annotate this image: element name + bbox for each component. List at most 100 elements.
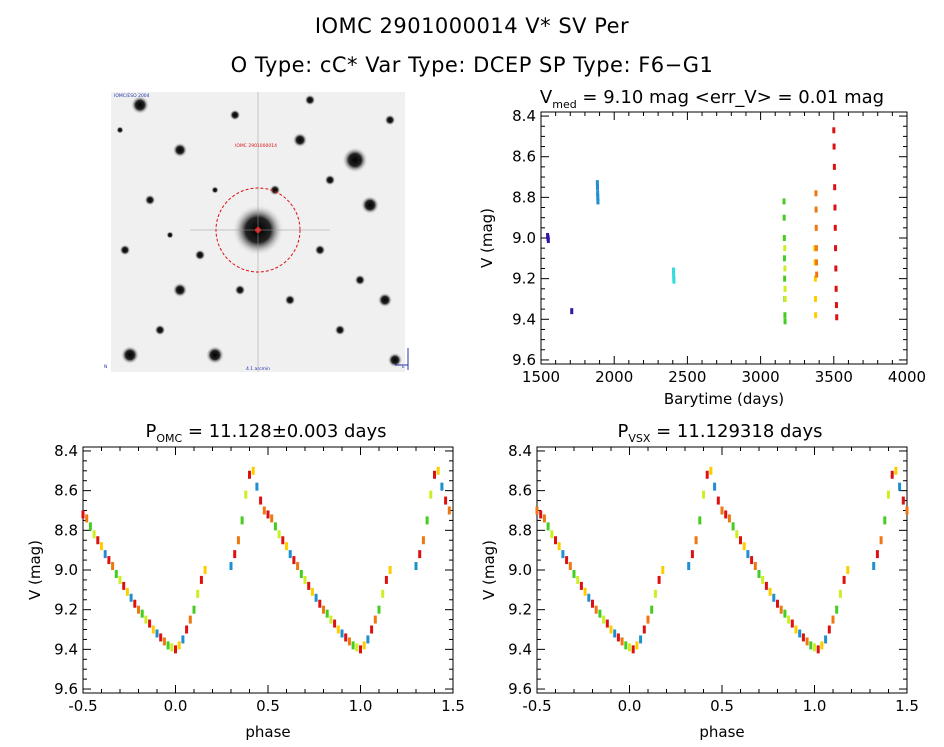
phase-point: [783, 609, 787, 618]
phase-vsx-title: PVSX = 11.129318 days: [618, 421, 823, 445]
lightcurve-point: [782, 214, 786, 221]
phase-point: [418, 550, 422, 559]
phase-vsx-axes: -0.5 0.0 0.5 1.0 1.5 8.4 8.6 8.8 9.0 9.2 9.4 9.6: [508, 442, 919, 715]
phase-omc-title-main: P: [145, 421, 156, 442]
phase-point: [550, 530, 554, 539]
lightcurve-point: [671, 267, 675, 274]
phase-point: [233, 550, 237, 559]
y-tick-label: 8.4: [54, 442, 78, 460]
y-tick-label: 9.6: [512, 351, 536, 369]
phase-point: [768, 587, 772, 596]
phase-point: [347, 637, 351, 646]
phase-point: [181, 635, 185, 644]
phase-vsx-xlabel: phase: [699, 723, 744, 741]
phase-point: [587, 593, 591, 602]
lightcurve-point: [595, 180, 599, 187]
lightcurve-point: [815, 271, 819, 278]
phase-point: [816, 645, 820, 654]
phase-omc-panel: POMC = 11.128±0.003 days -0.5 0.0 0.5 1.0 1.…: [26, 421, 465, 741]
phase-point: [359, 645, 362, 654]
phase-point: [111, 562, 115, 571]
phase-point: [572, 569, 576, 578]
phase-point: [602, 615, 606, 624]
phase-point: [594, 605, 598, 614]
star: [342, 147, 368, 173]
chart-subtitle: O Type: cC* Var Type: DCEP SP Type: F6−G…: [230, 53, 714, 77]
phase-point: [322, 605, 325, 614]
phase-point: [565, 556, 569, 565]
lightcurve-point: [783, 285, 787, 292]
phase-vsx-title-sub: VSX: [628, 432, 651, 445]
phase-vsx-ylabel: V (mag): [480, 540, 498, 600]
phase-point: [835, 605, 839, 614]
phase-point: [166, 641, 170, 650]
lightcurve-point: [814, 206, 818, 213]
phase-point: [107, 556, 111, 565]
phase-point: [425, 516, 429, 525]
phase-point: [761, 575, 765, 584]
x-tick-label: 0.0: [618, 697, 642, 715]
phase-point: [727, 514, 731, 523]
lightcurve-point: [783, 318, 787, 325]
phase-point: [579, 581, 583, 590]
phase-point: [705, 470, 709, 479]
phase-point: [827, 625, 831, 634]
phase-omc-title-rest: = 11.128±0.003 days: [182, 421, 386, 442]
phase-point: [251, 466, 255, 475]
phase-point: [185, 625, 189, 634]
lightcurve-xlabel: Barytime (days): [664, 390, 784, 408]
phase-point: [735, 530, 739, 539]
star-field: [116, 94, 403, 368]
phase-point: [244, 490, 248, 499]
phase-point: [794, 625, 798, 634]
phase-omc-title-sub: OMC: [156, 432, 182, 445]
phase-point: [801, 633, 805, 642]
phase-point: [303, 575, 307, 584]
phase-point: [890, 470, 894, 479]
lightcurve-point: [783, 312, 787, 319]
phase-point: [872, 562, 876, 571]
lightcurve-title-main: V: [540, 87, 553, 108]
x-tick-label: 0.0: [164, 697, 188, 715]
phase-point: [757, 569, 761, 578]
y-tick-label: 9.2: [512, 270, 536, 288]
x-tick-label: 0.5: [256, 697, 280, 715]
star: [354, 274, 366, 286]
y-tick-label: 8.8: [508, 521, 532, 539]
phase-point: [746, 550, 750, 559]
phase-omc-xlabel: phase: [245, 723, 290, 741]
star: [292, 132, 308, 148]
lightcurve-point: [814, 295, 817, 302]
phase-point: [318, 599, 322, 608]
phase-point: [554, 536, 557, 545]
phase-point: [85, 514, 89, 523]
y-tick-label: 8.4: [508, 442, 532, 460]
phase-point: [535, 506, 539, 515]
lightcurve-point: [783, 245, 787, 252]
x-tick-label: -0.5: [68, 697, 97, 715]
phase-point: [620, 637, 624, 646]
image-scale-label: 4.1 arcmin: [246, 366, 270, 372]
phase-point: [820, 641, 824, 650]
lightcurve-point: [834, 285, 838, 292]
phase-point: [188, 615, 192, 624]
x-tick-label: 3000: [742, 368, 780, 386]
x-tick-label: 0.5: [710, 697, 734, 715]
phase-point: [779, 605, 783, 614]
phase-point: [384, 575, 388, 584]
phase-omc-plot-frame: [82, 446, 454, 694]
phase-point: [433, 470, 436, 479]
phase-point: [88, 522, 92, 531]
phase-point: [720, 506, 724, 515]
phase-point: [81, 510, 85, 519]
phase-point: [724, 510, 728, 519]
phase-point: [764, 581, 768, 590]
star: [377, 292, 393, 308]
x-tick-label: 1500: [522, 368, 560, 386]
y-tick-label: 8.6: [512, 148, 536, 166]
lightcurve-point: [815, 259, 819, 266]
phase-point: [151, 625, 155, 634]
phase-point: [901, 496, 905, 505]
y-tick-label: 8.8: [512, 188, 536, 206]
phase-point: [307, 581, 311, 590]
